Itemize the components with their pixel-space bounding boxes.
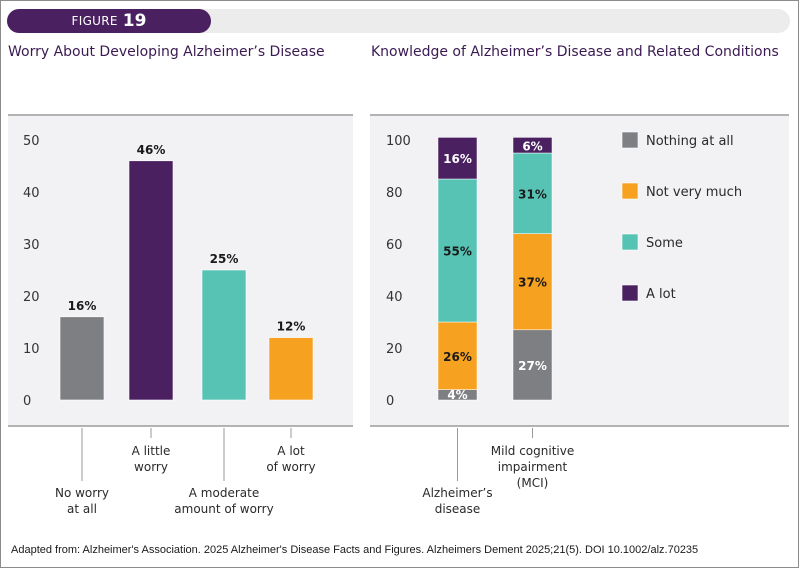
segment-label: 16% — [443, 152, 472, 166]
y-tick-label: 0 — [386, 394, 394, 409]
stacked-bar-segment — [437, 137, 478, 180]
x-category-label: at all — [67, 502, 97, 516]
y-tick-label: 30 — [23, 238, 40, 253]
stacked-bar-segment — [437, 321, 478, 390]
legend-label: Not very much — [646, 185, 742, 200]
segment-label: 55% — [443, 245, 472, 259]
x-category-label: Alzheimer’s — [422, 486, 492, 500]
x-category-label: A moderate — [189, 486, 259, 500]
segment-label: 27% — [518, 359, 547, 373]
stacked-bar-segment — [437, 178, 478, 323]
data-label: 46% — [137, 143, 166, 157]
stacked-bar-segment — [512, 233, 553, 331]
y-tick-label: 60 — [386, 238, 403, 253]
y-tick-label: 0 — [23, 394, 31, 409]
left-chart-title: Worry About Developing Alzheimer’s Disea… — [8, 44, 325, 60]
source-citation: Adapted from: Alzheimer's Association. 2… — [11, 544, 699, 556]
x-category-label: of worry — [266, 460, 315, 474]
data-label: 12% — [277, 320, 306, 334]
segment-label: 37% — [518, 276, 547, 290]
segment-label: 4% — [447, 388, 467, 402]
x-category-label: (MCI) — [517, 476, 549, 490]
stacked-bar-segment — [512, 152, 553, 234]
figure-label-word: FIGURE — [71, 14, 118, 28]
bar — [59, 316, 105, 401]
right-chart-title: Knowledge of Alzheimer’s Disease and Rel… — [371, 44, 779, 60]
bar — [201, 269, 247, 401]
y-tick-label: 50 — [23, 134, 40, 149]
bar — [128, 160, 174, 401]
segment-label: 26% — [443, 350, 472, 364]
segment-label: 6% — [522, 139, 542, 153]
legend-swatch — [621, 182, 639, 200]
x-category-label: A little — [132, 444, 171, 458]
y-tick-label: 40 — [386, 290, 403, 305]
y-tick-label: 100 — [386, 134, 411, 149]
x-category-label: impairment — [498, 460, 568, 474]
y-tick-label: 80 — [386, 186, 403, 201]
y-tick-label: 20 — [386, 342, 403, 357]
legend-label: Some — [646, 236, 683, 251]
legend-swatch — [621, 131, 639, 149]
legend-swatch — [621, 284, 639, 302]
figure-label-number: 19 — [122, 11, 147, 31]
data-label: 25% — [210, 252, 239, 266]
x-category-label: amount of worry — [174, 502, 273, 516]
segment-label: 31% — [518, 187, 547, 201]
y-tick-label: 20 — [23, 290, 40, 305]
legend-swatch — [621, 233, 639, 251]
x-category-label: worry — [134, 460, 168, 474]
figure-label: FIGURE 19 — [7, 9, 211, 33]
legend-label: Nothing at all — [646, 134, 734, 149]
y-tick-label: 10 — [23, 342, 40, 357]
x-category-label: No worry — [55, 486, 109, 500]
x-category-label: disease — [435, 502, 481, 516]
x-category-label: A lot — [277, 444, 305, 458]
x-category-label: Mild cognitive — [491, 444, 574, 458]
bar — [268, 337, 314, 401]
legend-label: A lot — [646, 287, 676, 302]
stacked-bar-segment — [512, 137, 553, 154]
y-tick-label: 40 — [23, 186, 40, 201]
stacked-bar-segment — [512, 329, 553, 401]
data-label: 16% — [68, 299, 97, 313]
